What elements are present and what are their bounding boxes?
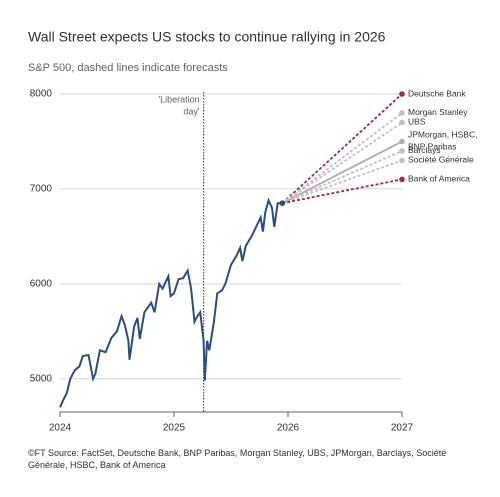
forecast-line	[281, 93, 403, 204]
legend-label: UBS	[408, 117, 426, 127]
legend-label: JPMorgan, HSBC,	[408, 130, 477, 140]
x-tick-label: 2027	[391, 423, 414, 434]
legend-label: Deutsche Bank	[408, 88, 466, 98]
chart-subtitle: S&P 500, dashed lines indicate forecasts	[28, 62, 228, 74]
forecast-point	[399, 176, 405, 183]
chart: Wall Street expects US stocks to continu…	[28, 29, 477, 434]
price-line	[59, 197, 283, 408]
forecast-point	[399, 148, 405, 154]
y-tick-label: 5000	[30, 373, 53, 384]
y-tick-label: 7000	[30, 184, 53, 195]
forecast-line	[282, 178, 403, 205]
x-tick-label: 2026	[277, 423, 300, 434]
x-tick-label: 2024	[49, 423, 72, 434]
legend-label: Barclays	[408, 145, 441, 155]
forecast-line	[281, 121, 403, 204]
annotation-text: day'	[183, 106, 200, 116]
forecast-point	[399, 119, 405, 126]
legend-label: Société Générale	[408, 155, 474, 165]
y-tick-label: 6000	[30, 278, 53, 289]
y-tick-label: 8000	[30, 89, 53, 100]
forecast-point	[399, 110, 405, 116]
legend-label: Bank of America	[408, 174, 470, 184]
legend-label: Morgan Stanley	[408, 107, 468, 117]
x-tick-label: 2025	[163, 423, 186, 434]
source-note: ©FT Source: FactSet, Deutsche Bank, BNP …	[28, 448, 447, 470]
forecast-point	[399, 157, 405, 164]
annotation-text: 'Liberation	[158, 94, 199, 104]
forecast-point	[399, 91, 405, 97]
forecast-line	[281, 159, 403, 205]
forecast-point	[399, 138, 405, 145]
chart-title: Wall Street expects US stocks to continu…	[28, 29, 386, 45]
legend-label: BNP Paribas	[408, 142, 457, 152]
forecast-line	[281, 140, 403, 204]
forecast-line	[281, 150, 403, 205]
last-point	[279, 200, 286, 206]
